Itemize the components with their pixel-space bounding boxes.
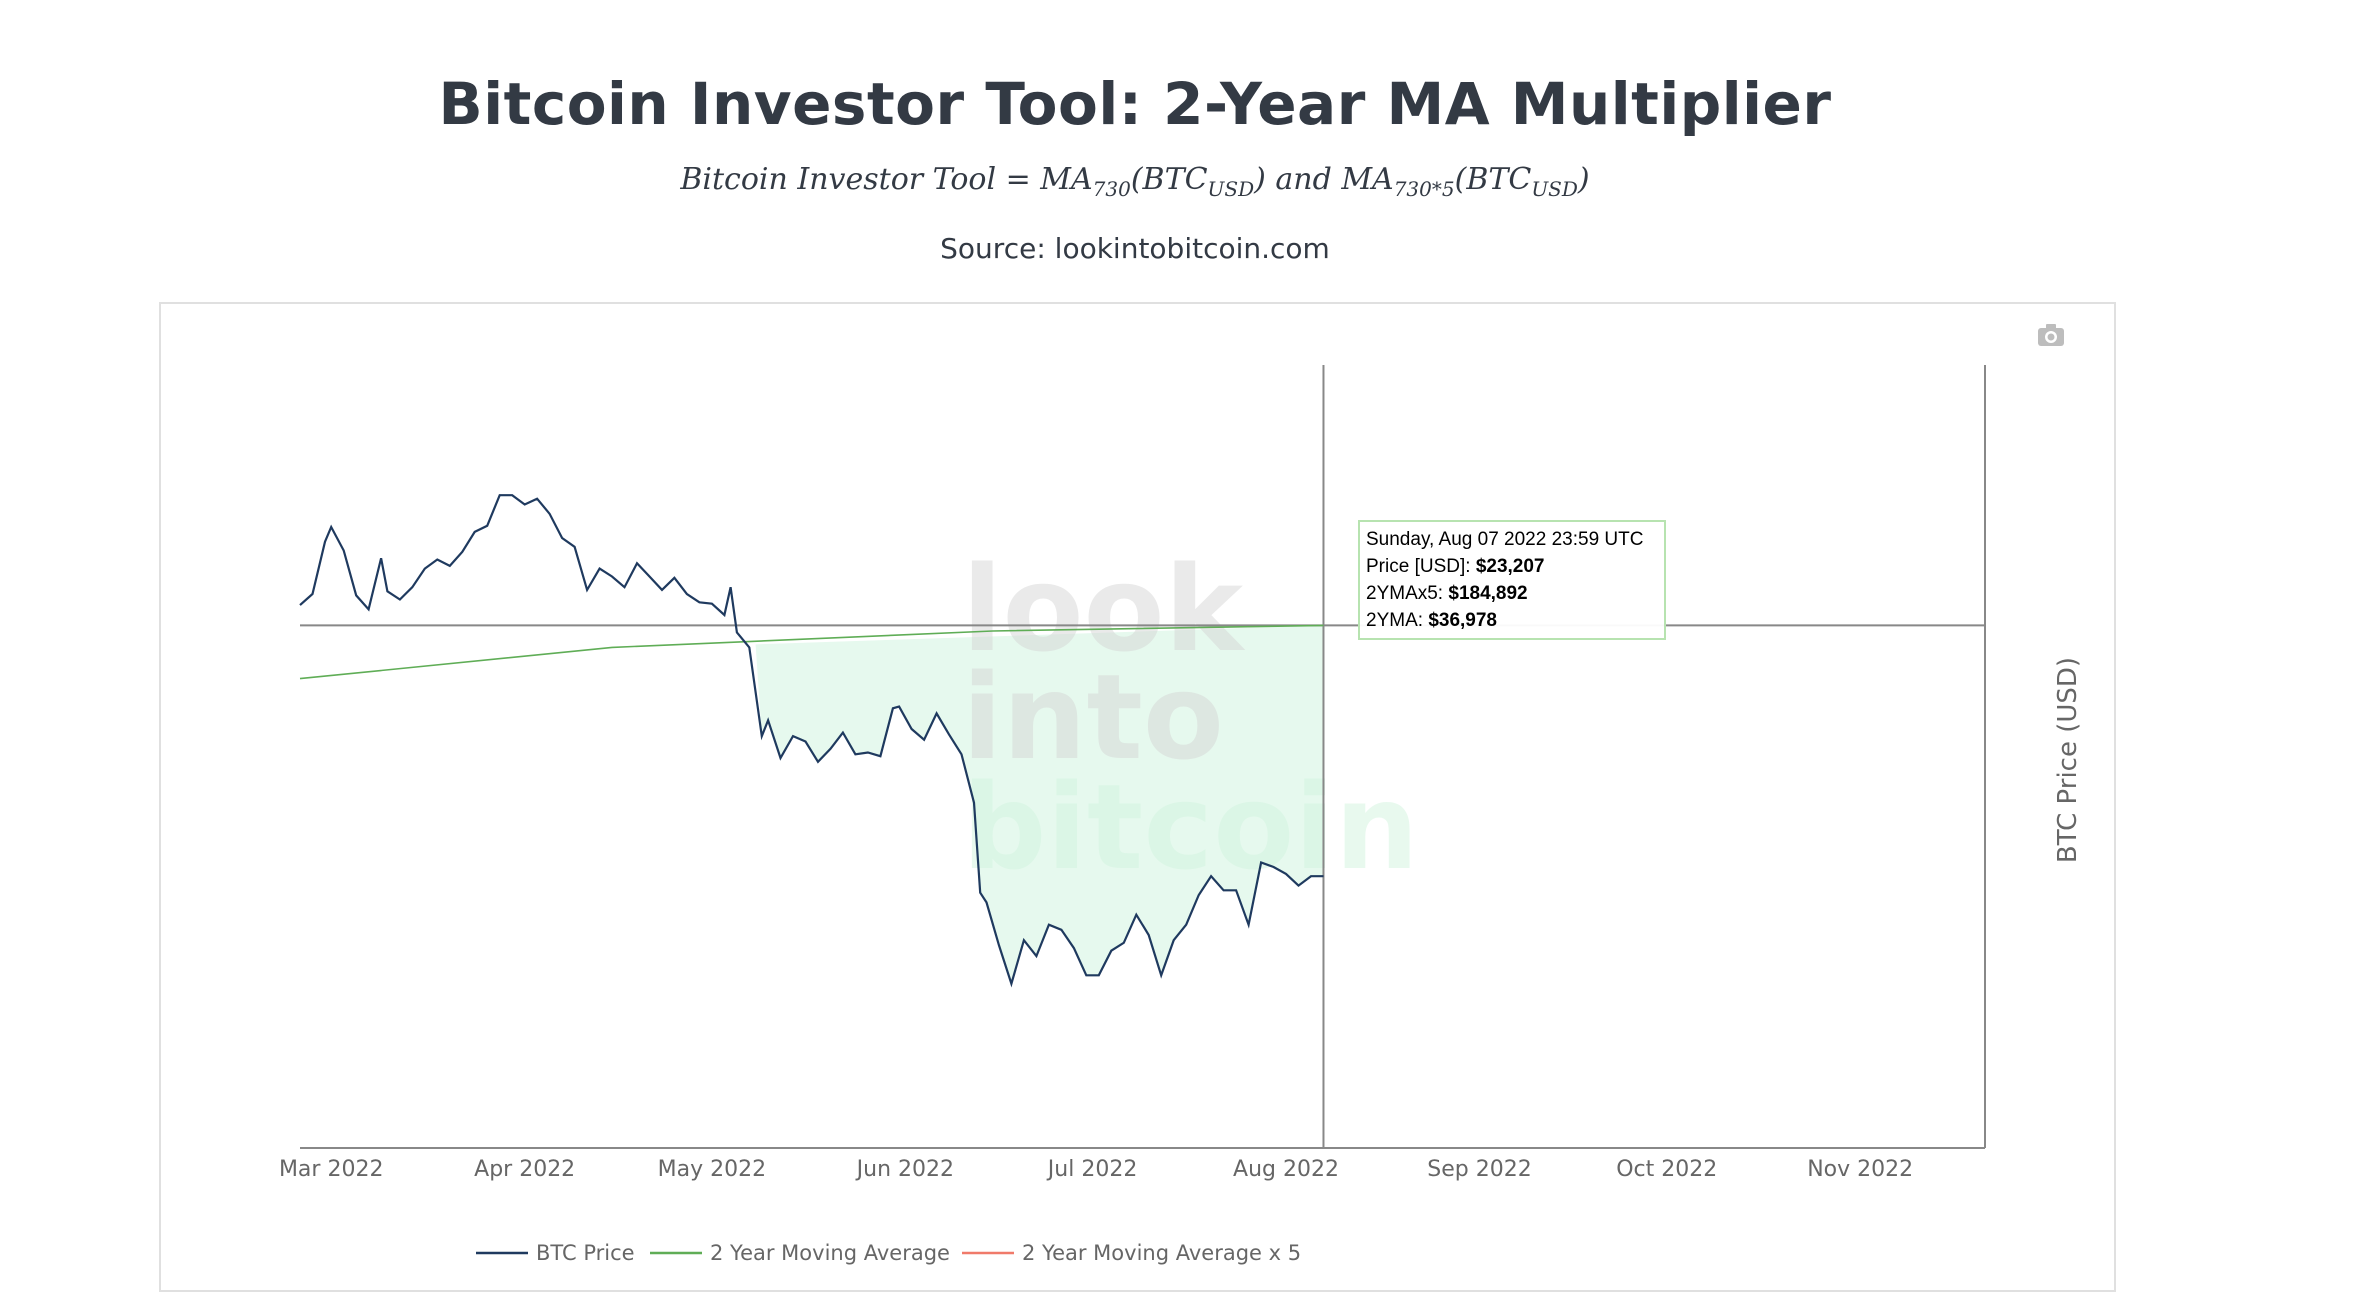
camera-icon[interactable] [2038,324,2064,346]
watermark-bitcoin: bitcoin [962,758,1419,896]
tooltip-price: Price [USD]: $23,207 [1366,556,1545,577]
chart-title: Bitcoin Investor Tool: 2-Year MA Multipl… [438,70,1832,138]
source-text: Source: lookintobitcoin.com [940,232,1330,265]
ma-fill-area [755,625,1324,984]
fill-region [755,625,1324,984]
series-lines [299,494,1324,988]
legend-item[interactable]: BTC Price [476,1241,635,1265]
chart-frame [159,302,2116,1292]
legend-item[interactable]: 2 Year Moving Average x 5 [962,1241,1301,1265]
x-axis-ticks: Mar 2022 Apr 2022 May 2022 Jun 2022 Jul 2022… [279,1157,1913,1182]
ma-line [299,624,1324,680]
x-tick-label: Mar 2022 [279,1157,384,1182]
watermark: look into bitcoin [962,540,1419,896]
legend-item[interactable]: 2 Year Moving Average [650,1241,950,1265]
axes [300,365,1986,1149]
legend-label: 2 Year Moving Average x 5 [1022,1241,1301,1265]
watermark-look: look [962,540,1246,678]
x-tick-label: Jun 2022 [855,1157,954,1182]
hover-tooltip: Sunday, Aug 07 2022 23:59 UTC Price [USD… [1358,520,1666,640]
x-tick-label: Nov 2022 [1807,1157,1913,1182]
legend: BTC Price 2 Year Moving Average 2 Year Mov… [476,1241,1301,1265]
tooltip-date: Sunday, Aug 07 2022 23:59 UTC [1366,529,1644,550]
x-tick-label: May 2022 [658,1157,766,1182]
x-tick-label: Jul 2022 [1046,1157,1138,1182]
x-tick-label: Sep 2022 [1427,1157,1531,1182]
tooltip-ma5: 2YMAx5: $184,892 [1366,583,1528,604]
x-tick-label: Aug 2022 [1233,1157,1339,1182]
legend-label: BTC Price [536,1241,635,1265]
x-tick-label: Apr 2022 [474,1157,575,1182]
btc-price-line [299,494,1324,988]
x-tick-label: Oct 2022 [1616,1157,1717,1182]
y-axis-label: BTC Price (USD) [2053,657,2083,863]
watermark-into: into [962,648,1224,786]
legend-label: 2 Year Moving Average [710,1241,950,1265]
tooltip-ma: 2YMA: $36,978 [1366,610,1497,631]
formula: Bitcoin Investor Tool = MA730(BTCUSD) an… [680,162,1590,201]
